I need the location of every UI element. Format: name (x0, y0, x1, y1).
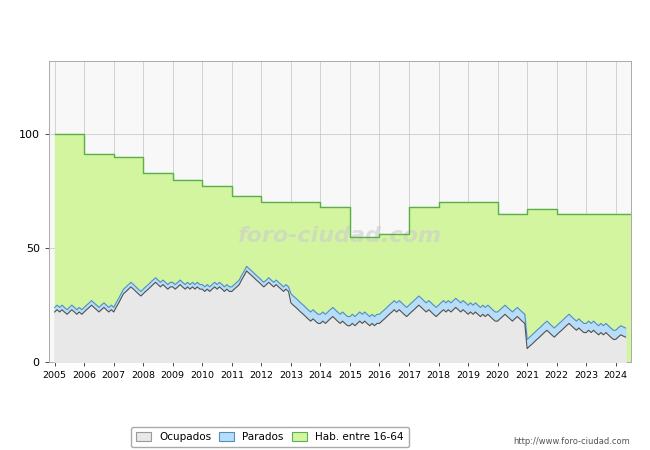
Text: Tejadillos - Evolucion de la poblacion en edad de Trabajar Mayo de 2024: Tejadillos - Evolucion de la poblacion e… (94, 19, 556, 32)
Legend: Ocupados, Parados, Hab. entre 16-64: Ocupados, Parados, Hab. entre 16-64 (131, 427, 409, 447)
Text: http://www.foro-ciudad.com: http://www.foro-ciudad.com (514, 436, 630, 446)
Text: foro-ciudad.com: foro-ciudad.com (238, 225, 441, 246)
